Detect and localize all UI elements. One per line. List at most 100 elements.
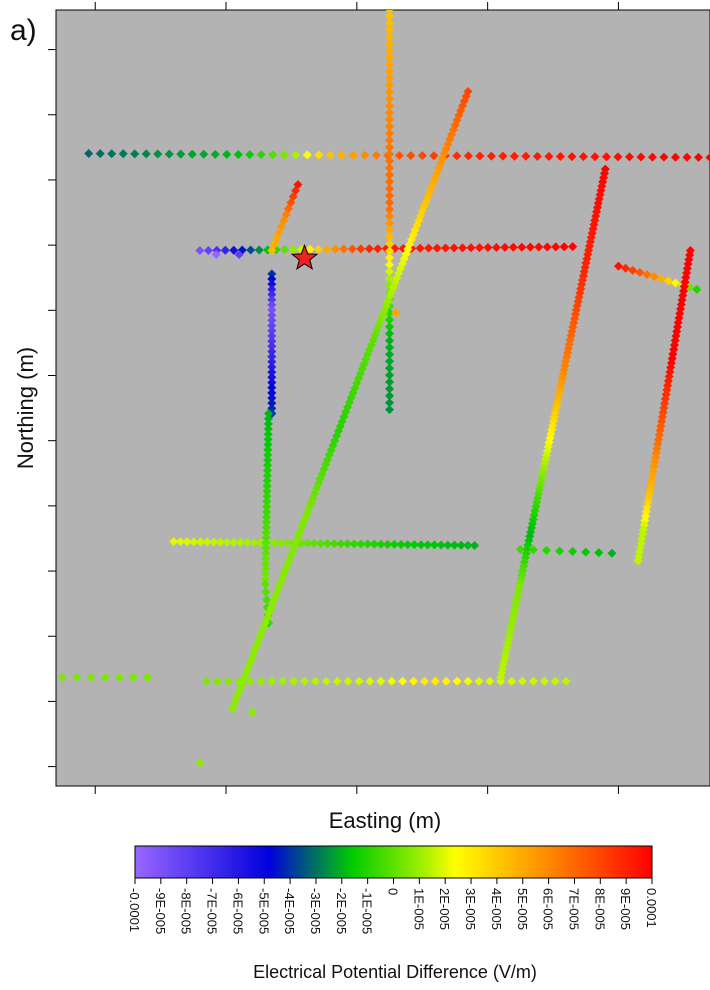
- data-point: [267, 305, 277, 315]
- data-point: [223, 676, 233, 686]
- data-point: [544, 151, 554, 161]
- data-point: [649, 272, 659, 282]
- data-point: [260, 569, 270, 579]
- colorbar-tick-label: -5E-005: [256, 888, 271, 934]
- data-point: [130, 149, 140, 159]
- data-point: [550, 676, 560, 686]
- data-point: [153, 149, 163, 159]
- data-point: [201, 676, 211, 686]
- data-point: [195, 537, 205, 547]
- data-point: [228, 703, 238, 713]
- data-point: [267, 284, 277, 294]
- data-point: [452, 151, 462, 161]
- data-point: [314, 150, 324, 160]
- data-point: [463, 151, 473, 161]
- data-point: [100, 672, 110, 682]
- data-point: [385, 46, 395, 56]
- data-point: [262, 476, 272, 486]
- data-point: [199, 149, 209, 159]
- data-point: [118, 149, 128, 159]
- colorbar-tick-label: -7E-005: [205, 888, 220, 934]
- data-point: [305, 244, 315, 254]
- colorbar-tick-label: -3E-005: [308, 888, 323, 934]
- data-point: [365, 676, 375, 686]
- data-point: [443, 540, 453, 550]
- data-point: [463, 676, 473, 686]
- colorbar-tick-label: 2E-005: [437, 888, 452, 930]
- data-point: [371, 150, 381, 160]
- data-point: [128, 672, 138, 682]
- colorbar-tick-label: 9E-005: [618, 888, 633, 930]
- data-point: [263, 424, 273, 434]
- data-point: [322, 539, 332, 549]
- colorbar-tick-label: 4E-005: [489, 888, 504, 930]
- colorbar-tick-label: -6E-005: [230, 888, 245, 934]
- data-point: [310, 676, 320, 686]
- data-point: [436, 540, 446, 550]
- data-point: [406, 151, 416, 161]
- data-point: [245, 676, 255, 686]
- data-point: [385, 163, 395, 173]
- colorbar-ticks: -0.0001 -9E-005 -8E-005 -7E-005 -6E-005 -5E-0…: [127, 878, 659, 934]
- data-point: [267, 372, 277, 382]
- data-point: [441, 243, 451, 253]
- data-point: [247, 707, 257, 717]
- data-point: [517, 242, 527, 252]
- data-point: [642, 270, 652, 280]
- data-point: [542, 545, 551, 555]
- data-point: [441, 676, 451, 686]
- data-point: [385, 11, 395, 21]
- data-point: [291, 150, 301, 160]
- data-point: [267, 352, 277, 362]
- colorbar-tick-label: 0.0001: [644, 888, 659, 928]
- data-point: [656, 274, 666, 284]
- data-point: [261, 564, 271, 574]
- data-point: [369, 539, 379, 549]
- data-point: [385, 25, 395, 35]
- data-point: [325, 150, 335, 160]
- colorbar-tick-label: 5E-005: [515, 888, 530, 930]
- data-point: [321, 676, 331, 686]
- data-point: [578, 152, 588, 162]
- data-point: [385, 66, 395, 76]
- data-point: [169, 537, 179, 547]
- data-point: [385, 204, 395, 214]
- data-point: [261, 543, 271, 553]
- data-point: [590, 152, 600, 162]
- data-point: [267, 362, 277, 372]
- data-point: [263, 429, 273, 439]
- data-point: [385, 377, 395, 387]
- data-point: [385, 94, 395, 104]
- data-point: [671, 278, 681, 288]
- data-point: [267, 246, 277, 256]
- data-point: [175, 537, 185, 547]
- data-point: [267, 336, 277, 346]
- data-point: [385, 370, 395, 380]
- data-point: [518, 676, 528, 686]
- data-point: [164, 149, 174, 159]
- data-point: [534, 242, 544, 252]
- data-point: [222, 537, 232, 547]
- data-point: [387, 676, 397, 686]
- data-point: [195, 758, 205, 768]
- data-point: [432, 243, 442, 253]
- data-point: [332, 676, 342, 686]
- data-point: [209, 537, 219, 547]
- data-point: [256, 150, 266, 160]
- source-star-layer: [290, 243, 319, 270]
- colorbar-tick-label: -4E-005: [282, 888, 297, 934]
- data-point: [337, 150, 347, 160]
- colorbar-tick-label: -9E-005: [153, 888, 168, 934]
- data-point: [356, 244, 366, 254]
- data-point: [659, 152, 669, 162]
- data-point: [267, 393, 277, 403]
- data-point: [385, 101, 395, 111]
- data-point: [343, 676, 353, 686]
- colorbar-tick-label: -8E-005: [179, 888, 194, 934]
- data-point: [389, 539, 399, 549]
- data-point: [583, 250, 593, 260]
- data-point: [385, 398, 395, 408]
- data-point: [262, 496, 272, 506]
- data-point: [385, 232, 395, 242]
